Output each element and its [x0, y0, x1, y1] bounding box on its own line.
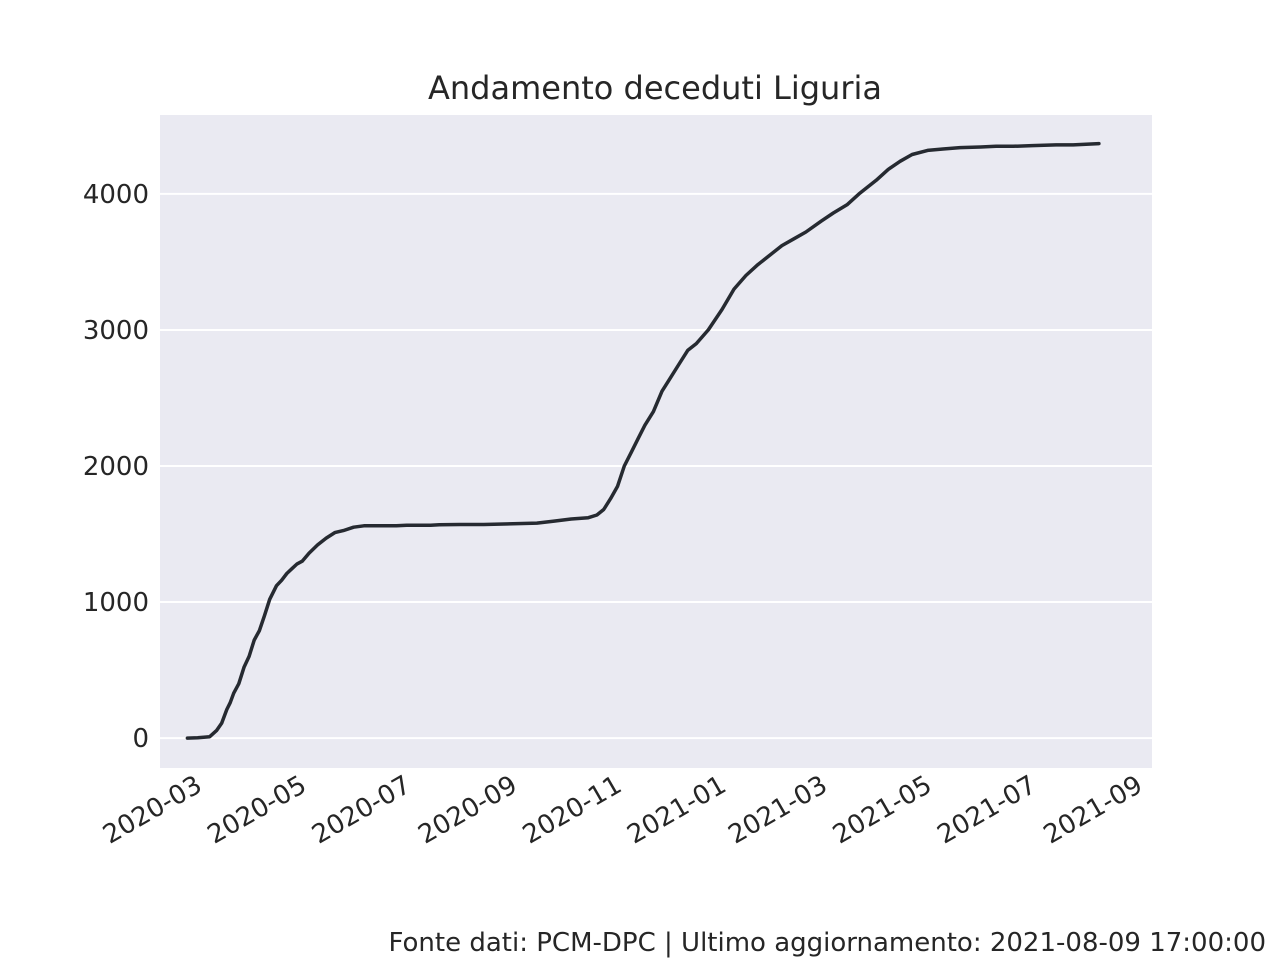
- x-tick-label: 2020-07: [307, 770, 416, 850]
- x-tick-label: 2020-03: [98, 770, 207, 850]
- series-line-deceduti: [185, 141, 1101, 740]
- x-tick-label: 2020-05: [203, 770, 312, 850]
- x-tick-label: 2021-07: [932, 770, 1041, 850]
- grid: [160, 192, 1152, 740]
- x-tick-label: 2021-05: [828, 770, 937, 850]
- y-tick-label: 1000: [83, 588, 149, 618]
- y-axis-ticks: 0 1000 2000 3000 4000: [83, 180, 149, 754]
- data-source-footer: Fonte dati: PCM-DPC | Ultimo aggiornamen…: [389, 928, 1267, 958]
- x-tick-label: 2020-09: [413, 770, 522, 850]
- plot-background: [160, 115, 1152, 768]
- y-tick-label: 4000: [83, 180, 149, 210]
- x-tick-label: 2021-03: [723, 770, 832, 850]
- chart-title: Andamento deceduti Liguria: [428, 69, 882, 107]
- x-axis-ticks: 2020-032020-052020-072020-092020-112021-…: [98, 770, 1148, 850]
- x-tick-label: 2020-11: [518, 770, 627, 850]
- y-tick-label: 0: [132, 724, 149, 754]
- y-tick-label: 2000: [83, 452, 149, 482]
- x-tick-label: 2021-09: [1039, 770, 1148, 850]
- y-tick-label: 3000: [83, 316, 149, 346]
- x-tick-label: 2021-01: [622, 770, 731, 850]
